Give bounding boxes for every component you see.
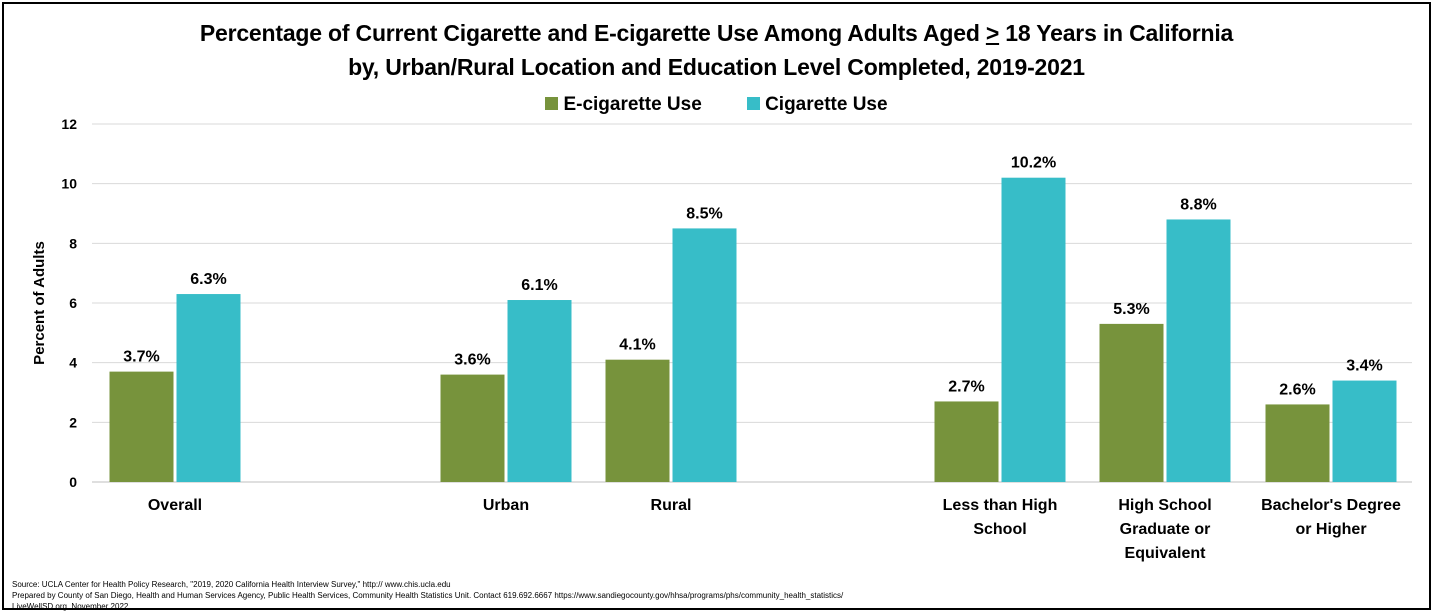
legend: E-cigarette Use Cigarette Use: [4, 94, 1429, 116]
y-tick-label: 6: [69, 295, 77, 311]
data-label: 8.5%: [686, 205, 722, 222]
chart-title-line-2: by, Urban/Rural Location and Education L…: [348, 54, 1085, 80]
x-tick-label: Urban: [483, 497, 529, 514]
x-tick-label: High School: [1118, 497, 1211, 514]
data-label: 3.4%: [1346, 358, 1382, 375]
x-tick-label: School: [973, 521, 1026, 538]
bar-ecig: [1265, 404, 1330, 482]
bar-cig: [672, 228, 737, 482]
y-tick-label: 0: [69, 474, 77, 490]
legend-label-cig: Cigarette Use: [765, 94, 888, 115]
data-label: 10.2%: [1011, 155, 1056, 172]
bar-ecig: [109, 371, 174, 482]
source-line: Prepared by County of San Diego, Health …: [12, 591, 844, 600]
source-note: Source: UCLA Center for Health Policy Re…: [12, 579, 843, 612]
y-tick-label: 10: [61, 176, 77, 192]
chart-title-line-1: Percentage of Current Cigarette and E-ci…: [4, 20, 1429, 47]
bar-cig: [507, 300, 572, 482]
data-label: 6.1%: [521, 277, 557, 294]
data-label: 8.8%: [1180, 196, 1216, 213]
x-tick-label: Overall: [148, 497, 202, 514]
bar-cig: [1001, 177, 1066, 482]
data-label: 2.7%: [948, 378, 984, 395]
legend-item-cig: Cigarette Use: [747, 94, 888, 116]
bar-cig: [1166, 219, 1231, 482]
data-label: 2.6%: [1279, 381, 1315, 398]
x-tick-label: Graduate or: [1120, 521, 1211, 538]
bar-ecig: [605, 359, 670, 482]
bar-ecig: [934, 401, 999, 482]
bar-ecig: [440, 374, 505, 482]
data-label: 6.3%: [190, 271, 226, 288]
legend-swatch-ecig: [545, 97, 559, 110]
x-tick-label: Equivalent: [1125, 545, 1207, 562]
title-line-1-suffix: 18 Years in California: [999, 20, 1234, 46]
y-tick-label: 4: [69, 355, 77, 371]
x-tick-label: or Higher: [1295, 521, 1366, 538]
legend-label-ecig: E-cigarette Use: [563, 94, 702, 115]
bar-cig: [176, 294, 241, 482]
x-tick-label: Rural: [651, 497, 692, 514]
y-axis-label: Percent of Adults: [31, 241, 48, 365]
title-line-1-text: Percentage of Current Cigarette and E-ci…: [199, 20, 986, 46]
x-tick-label: Bachelor's Degree: [1261, 497, 1401, 514]
bar-cig: [1332, 380, 1397, 482]
data-label: 3.7%: [123, 349, 159, 366]
title-greater-than-symbol: >: [985, 20, 1000, 46]
data-label: 4.1%: [619, 337, 655, 354]
y-tick-label: 8: [69, 235, 77, 251]
source-line: LiveWellSD.org. November 2022.: [12, 602, 131, 611]
legend-swatch-cig: [747, 97, 761, 110]
y-tick-label: 12: [61, 116, 77, 132]
y-tick-label: 2: [69, 414, 77, 430]
bar-ecig: [1099, 323, 1164, 482]
x-tick-label: Less than High: [943, 497, 1058, 514]
source-line: Source: UCLA Center for Health Policy Re…: [12, 580, 451, 589]
legend-item-ecig: E-cigarette Use: [545, 94, 702, 116]
data-label: 5.3%: [1113, 301, 1149, 318]
data-label: 3.6%: [454, 352, 490, 369]
